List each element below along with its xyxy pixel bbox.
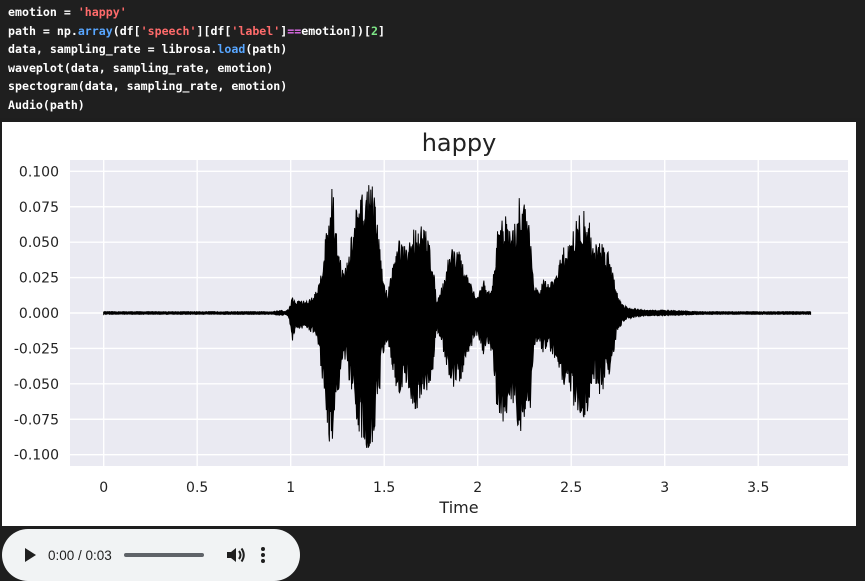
code-cell[interactable]: emotion = 'happy' path = np.array(df['spe…: [0, 0, 865, 119]
x-tick-label: 3.5: [747, 480, 769, 496]
code-token: emotion =: [8, 5, 78, 19]
output-area: happy Time 0 0.5 1 1.5 2 2.5 3 3.5 0.100 0.075 0.…: [0, 118, 865, 581]
x-axis-label: Time: [438, 498, 478, 517]
x-tick-label: 0: [99, 480, 108, 496]
code-token: 'label': [231, 23, 281, 38]
x-tick-label: 1: [286, 480, 295, 496]
code-token: (df[: [112, 23, 141, 38]
y-tick-label: 0.075: [19, 200, 59, 216]
code-token: 'speech': [140, 23, 197, 38]
y-tick-labels: 0.100 0.075 0.050 0.025 0.000 -0.025 -0.050 -0.…: [14, 164, 59, 463]
y-tick-label: 0.050: [19, 235, 59, 251]
code-token: ]: [378, 23, 385, 38]
y-tick-label: 0.025: [19, 271, 59, 287]
code-token: path = np.: [8, 23, 78, 38]
grid-lines: [70, 160, 848, 466]
code-token: spectogram(data, sampling_rate, emotion): [8, 79, 288, 93]
x-tick-label: 2: [473, 480, 482, 496]
more-options-icon[interactable]: [258, 546, 268, 564]
y-tick-label: 0.000: [19, 306, 59, 322]
y-tick-label: -0.075: [14, 412, 59, 428]
code-line: waveplot(data, sampling_rate, emotion): [8, 59, 865, 78]
x-tick-labels: 0 0.5 1 1.5 2 2.5 3 3.5: [99, 480, 769, 496]
waveform-plot: happy Time 0 0.5 1 1.5 2 2.5 3 3.5 0.100 0.075 0.…: [2, 122, 856, 526]
code-token: ][df[: [196, 23, 232, 38]
code-token: ==: [287, 23, 302, 38]
code-token: (path): [245, 42, 288, 56]
audio-time: 0:00 / 0:03: [48, 547, 112, 563]
code-token: emotion])[: [301, 23, 372, 38]
code-line: path = np.array(df['speech'][df['label']…: [8, 22, 865, 41]
code-token: data, sampling_rate = librosa.: [8, 42, 218, 56]
x-tick-label: 3: [660, 480, 669, 496]
code-line: Audio(path): [8, 96, 865, 115]
code-line: data, sampling_rate = librosa.load(path): [8, 40, 865, 59]
audio-seek-slider[interactable]: [123, 553, 204, 557]
code-token: Audio(path): [8, 97, 85, 112]
y-tick-label: -0.025: [14, 341, 59, 357]
code-token: load: [217, 42, 246, 56]
play-icon[interactable]: [22, 547, 38, 563]
y-tick-label: -0.050: [14, 377, 59, 393]
volume-icon[interactable]: [226, 546, 246, 564]
audio-player[interactable]: 0:00 / 0:03: [2, 529, 300, 581]
y-tick-label: 0.100: [19, 164, 59, 180]
code-line: emotion = 'happy': [8, 3, 865, 22]
y-tick-label: -0.100: [14, 448, 59, 464]
code-token: array: [77, 23, 113, 38]
code-token: 'happy': [77, 5, 127, 19]
x-tick-label: 2.5: [560, 480, 582, 496]
code-token: 2: [371, 23, 379, 38]
code-token: waveplot(data, sampling_rate, emotion): [8, 60, 274, 75]
code-token: ]: [280, 23, 288, 38]
code-editor[interactable]: emotion = 'happy' path = np.array(df['spe…: [0, 0, 865, 114]
code-line: spectogram(data, sampling_rate, emotion): [8, 77, 865, 96]
x-tick-label: 0.5: [186, 480, 208, 496]
x-tick-label: 1.5: [373, 480, 395, 496]
chart-title: happy: [422, 129, 497, 157]
waveform-series: [103, 185, 812, 448]
waveform-chart: happy Time 0 0.5 1 1.5 2 2.5 3 3.5 0.1000.0750.…: [14, 129, 848, 517]
